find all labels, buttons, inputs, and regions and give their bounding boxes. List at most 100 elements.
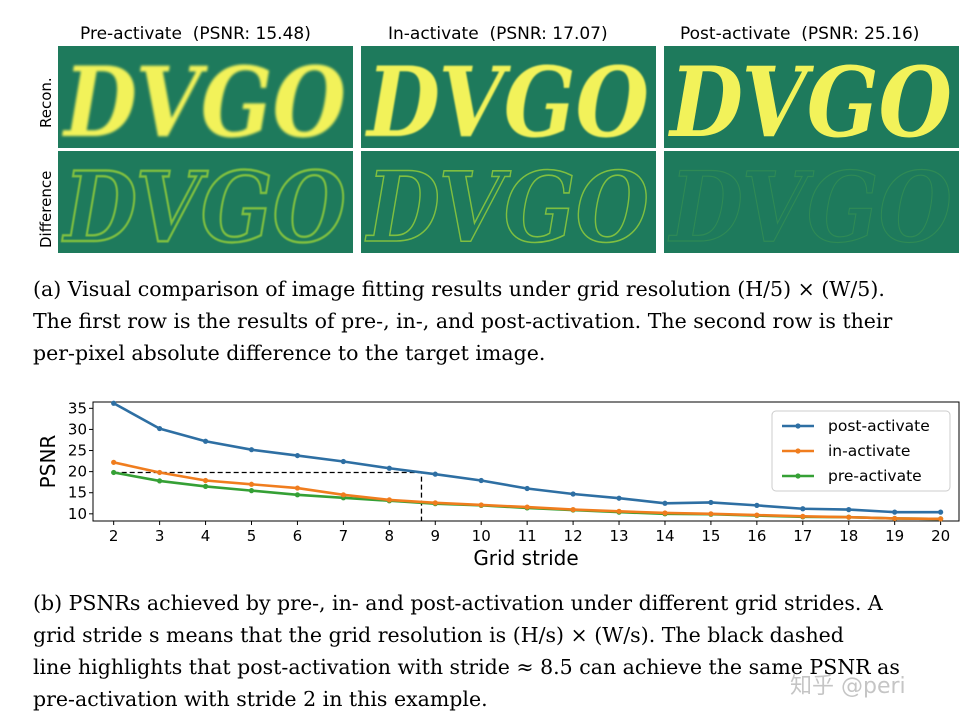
recon-tile-pre: DVGO	[58, 46, 353, 148]
data-point-post-activate	[386, 465, 392, 471]
plot-frame	[92, 401, 960, 522]
data-point-post-activate	[800, 506, 806, 512]
data-point-post-activate	[340, 458, 346, 465]
watermark: 知乎 @peri	[790, 674, 906, 699]
x-tick-label: 15	[701, 527, 720, 545]
data-point-in-activate	[432, 500, 438, 506]
legend-marker	[795, 473, 801, 479]
data-point-in-activate	[892, 515, 898, 522]
data-point-pre-activate	[202, 483, 209, 489]
data-point-in-activate	[938, 516, 944, 522]
dvgo-glyph-picture: DVGO	[364, 46, 649, 148]
x-tick-label: 9	[430, 527, 440, 545]
panel-title-pre: Pre-activate (PSNR: 15.48)	[80, 24, 311, 44]
data-point-post-activate	[248, 447, 255, 453]
legend-marker	[795, 448, 801, 454]
caption-a: (a) Visual comparison of image fitting r…	[33, 273, 965, 369]
data-point-in-activate	[202, 477, 209, 484]
caption-b-line-4: pre-activation with stride 2 in this exa…	[33, 687, 488, 711]
data-point-post-activate	[662, 500, 668, 506]
x-tick-label: 12	[564, 527, 583, 545]
data-point-in-activate	[662, 510, 668, 516]
data-point-in-activate	[846, 514, 852, 520]
legend-label: in-activate	[828, 442, 910, 460]
data-point-post-activate	[846, 507, 852, 513]
data-point-post-activate	[202, 438, 209, 444]
data-point-in-activate	[570, 507, 576, 513]
data-point-in-activate	[248, 481, 255, 487]
data-point-in-activate	[478, 502, 484, 508]
data-point-in-activate	[616, 508, 622, 514]
data-point-post-activate	[938, 509, 944, 515]
data-point-post-activate	[524, 485, 530, 492]
data-point-in-activate	[157, 469, 163, 476]
data-point-in-activate	[340, 492, 346, 498]
caption-b: (b) PSNRs achieved by pre-, in- and post…	[33, 587, 965, 715]
y-tick-label: 10	[68, 505, 87, 523]
x-tick-label: 10	[472, 527, 491, 545]
x-tick-label: 19	[885, 527, 904, 545]
data-point-post-activate	[111, 400, 117, 406]
dvgo-word-art: DVGO	[61, 46, 346, 148]
x-tick-label: 6	[293, 527, 303, 545]
dvgo-word-art: DVGO	[364, 46, 649, 148]
dvgo-word-art: DVGO	[61, 151, 346, 253]
x-tick-label: 14	[655, 527, 674, 545]
x-tick-label: 7	[339, 527, 349, 545]
x-tick-label: 18	[839, 527, 858, 545]
y-tick-label: 30	[68, 420, 87, 438]
data-point-in-activate	[111, 459, 117, 465]
dvgo-word-art: DVGO	[667, 46, 952, 148]
x-tick-label: 3	[155, 527, 165, 545]
dvgo-glyph-picture: DVGO	[667, 46, 952, 148]
x-tick-label: 13	[609, 527, 628, 545]
dvgo-word-art: DVGO	[364, 151, 649, 253]
data-point-pre-activate	[294, 492, 301, 498]
difference-tile-post: DVGO	[664, 151, 959, 253]
caption-a-line-3: per-pixel absolute difference to the tar…	[33, 341, 546, 365]
dvgo-glyph-picture: DVGO	[60, 151, 347, 253]
data-point-post-activate	[708, 499, 714, 506]
y-tick-label: 35	[68, 399, 87, 417]
x-tick-label: 8	[385, 527, 395, 545]
y-tick-label: 15	[68, 484, 87, 502]
y-tick-label: 20	[68, 463, 87, 481]
x-tick-label: 2	[109, 527, 119, 545]
x-axis-label: Grid stride	[473, 546, 578, 570]
data-point-in-activate	[294, 485, 301, 491]
data-point-in-activate	[754, 512, 760, 518]
data-point-post-activate	[432, 471, 438, 477]
y-tick-label: 25	[68, 442, 87, 460]
psnr-line-chart: 10 15 20 25 30 35 2 3 4 5 6 7 8 9 10 11 12 13 14 15 16 17 18 19…	[36, 399, 960, 570]
panel-title-post: Post-activate (PSNR: 25.16)	[680, 24, 920, 44]
data-point-post-activate	[478, 477, 484, 484]
data-point-in-activate	[800, 513, 806, 519]
caption-b-line-2: grid stride s means that the grid resolu…	[33, 623, 844, 647]
caption-a-line-1: (a) Visual comparison of image fitting r…	[33, 277, 885, 301]
data-point-in-activate	[708, 511, 714, 517]
dvgo-glyph-picture: DVGO	[364, 151, 650, 253]
data-point-pre-activate	[248, 488, 255, 494]
y-axis-label: PSNR	[36, 435, 60, 489]
caption-b-line-1: (b) PSNRs achieved by pre-, in- and post…	[33, 591, 883, 615]
x-tick-label: 5	[247, 527, 257, 545]
data-point-post-activate	[616, 495, 622, 501]
x-tick-label: 17	[793, 527, 812, 545]
x-tick-label: 4	[201, 527, 211, 545]
legend-marker	[795, 423, 801, 429]
panel-title-in: In-activate (PSNR: 17.07)	[388, 24, 608, 44]
row-label-difference: Difference	[37, 170, 55, 248]
data-point-post-activate	[157, 425, 163, 432]
legend-label: pre-activate	[828, 467, 922, 485]
data-point-post-activate	[892, 509, 898, 515]
row-label-recon: Recon.	[37, 77, 55, 128]
x-tick-label: 11	[518, 527, 537, 545]
caption-b-line-3: line highlights that post-activation wit…	[33, 655, 900, 679]
recon-tile-in: DVGO	[361, 46, 656, 148]
difference-tile-pre: DVGO	[58, 151, 353, 253]
x-tick-label: 16	[747, 527, 766, 545]
dvgo-word-art: DVGO	[667, 151, 952, 253]
dvgo-glyph-picture: DVGO	[667, 151, 953, 253]
caption-a-line-2: The first row is the results of pre-, in…	[33, 309, 893, 333]
data-point-pre-activate	[111, 469, 117, 476]
